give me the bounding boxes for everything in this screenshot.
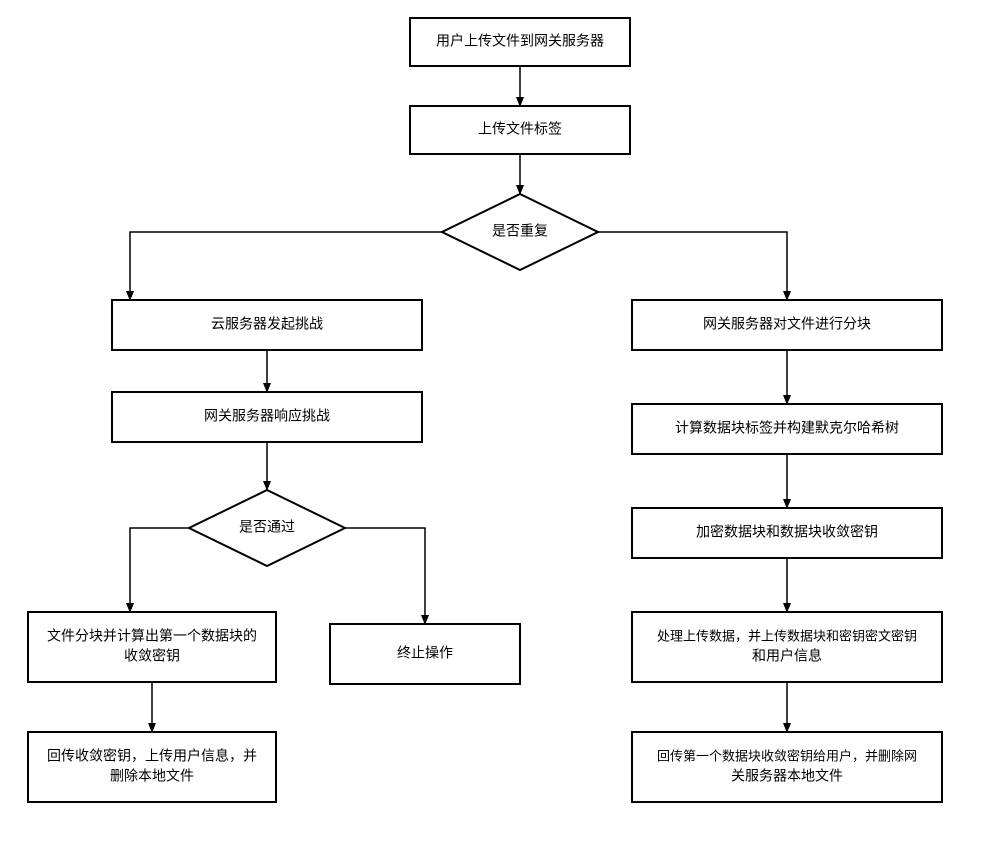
edge [345, 528, 425, 624]
flowchart-canvas: 用户上传文件到网关服务器上传文件标签是否重复云服务器发起挑战网关服务器响应挑战是… [0, 0, 1000, 864]
node-label: 网关服务器响应挑战 [204, 408, 330, 424]
node-label: 和用户信息 [752, 648, 822, 664]
edge [130, 232, 442, 300]
node-label: 终止操作 [397, 645, 453, 661]
edge [130, 528, 189, 612]
node-label: 上传文件标签 [478, 121, 562, 137]
node-label: 回传第一个数据块收敛密钥给用户，并删除网 [657, 748, 917, 763]
node-label: 处理上传数据，并上传数据块和密钥密文密钥 [657, 628, 917, 643]
node-label: 计算数据块标签并构建默克尔哈希树 [675, 420, 899, 436]
node-label: 回传收敛密钥，上传用户信息，并 [47, 748, 257, 764]
node-label: 是否重复 [492, 223, 548, 239]
node-label: 文件分块并计算出第一个数据块的 [47, 628, 257, 644]
node-label: 网关服务器对文件进行分块 [703, 316, 871, 332]
node-label: 云服务器发起挑战 [211, 316, 323, 332]
node-label: 关服务器本地文件 [731, 768, 843, 784]
node-label: 用户上传文件到网关服务器 [436, 33, 604, 49]
node-label: 删除本地文件 [110, 768, 194, 784]
node-label: 是否通过 [239, 519, 295, 535]
node-label: 收敛密钥 [124, 648, 180, 664]
edge [598, 232, 787, 300]
node-label: 加密数据块和数据块收敛密钥 [696, 524, 878, 540]
